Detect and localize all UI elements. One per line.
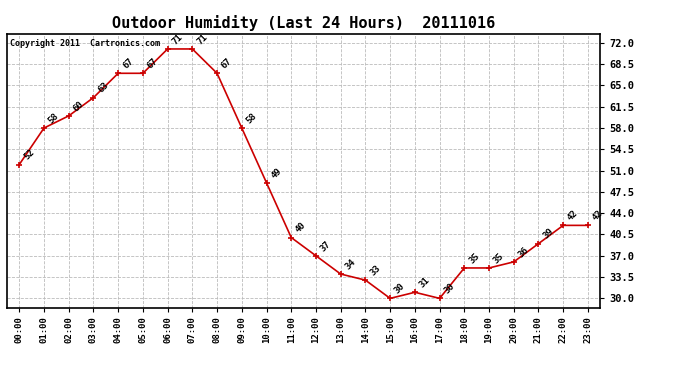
Text: 31: 31 xyxy=(417,276,432,290)
Text: 40: 40 xyxy=(294,221,308,235)
Text: Copyright 2011  Cartronics.com: Copyright 2011 Cartronics.com xyxy=(10,39,160,48)
Text: 35: 35 xyxy=(492,251,506,265)
Text: 33: 33 xyxy=(368,263,382,278)
Text: 71: 71 xyxy=(195,32,209,46)
Text: 67: 67 xyxy=(220,57,234,70)
Text: 58: 58 xyxy=(244,111,259,125)
Text: 67: 67 xyxy=(121,57,135,70)
Text: 49: 49 xyxy=(269,166,284,180)
Text: 60: 60 xyxy=(72,99,86,113)
Text: 37: 37 xyxy=(319,239,333,253)
Text: 39: 39 xyxy=(541,227,555,241)
Text: 35: 35 xyxy=(467,251,481,265)
Text: 30: 30 xyxy=(393,282,407,296)
Text: 58: 58 xyxy=(47,111,61,125)
Text: 42: 42 xyxy=(591,209,604,223)
Text: 30: 30 xyxy=(442,282,456,296)
Text: 71: 71 xyxy=(170,32,184,46)
Text: 36: 36 xyxy=(517,245,531,259)
Text: 34: 34 xyxy=(344,257,357,271)
Text: 42: 42 xyxy=(566,209,580,223)
Title: Outdoor Humidity (Last 24 Hours)  20111016: Outdoor Humidity (Last 24 Hours) 2011101… xyxy=(112,15,495,31)
Text: 63: 63 xyxy=(96,81,110,95)
Text: 67: 67 xyxy=(146,57,159,70)
Text: 52: 52 xyxy=(22,148,36,162)
